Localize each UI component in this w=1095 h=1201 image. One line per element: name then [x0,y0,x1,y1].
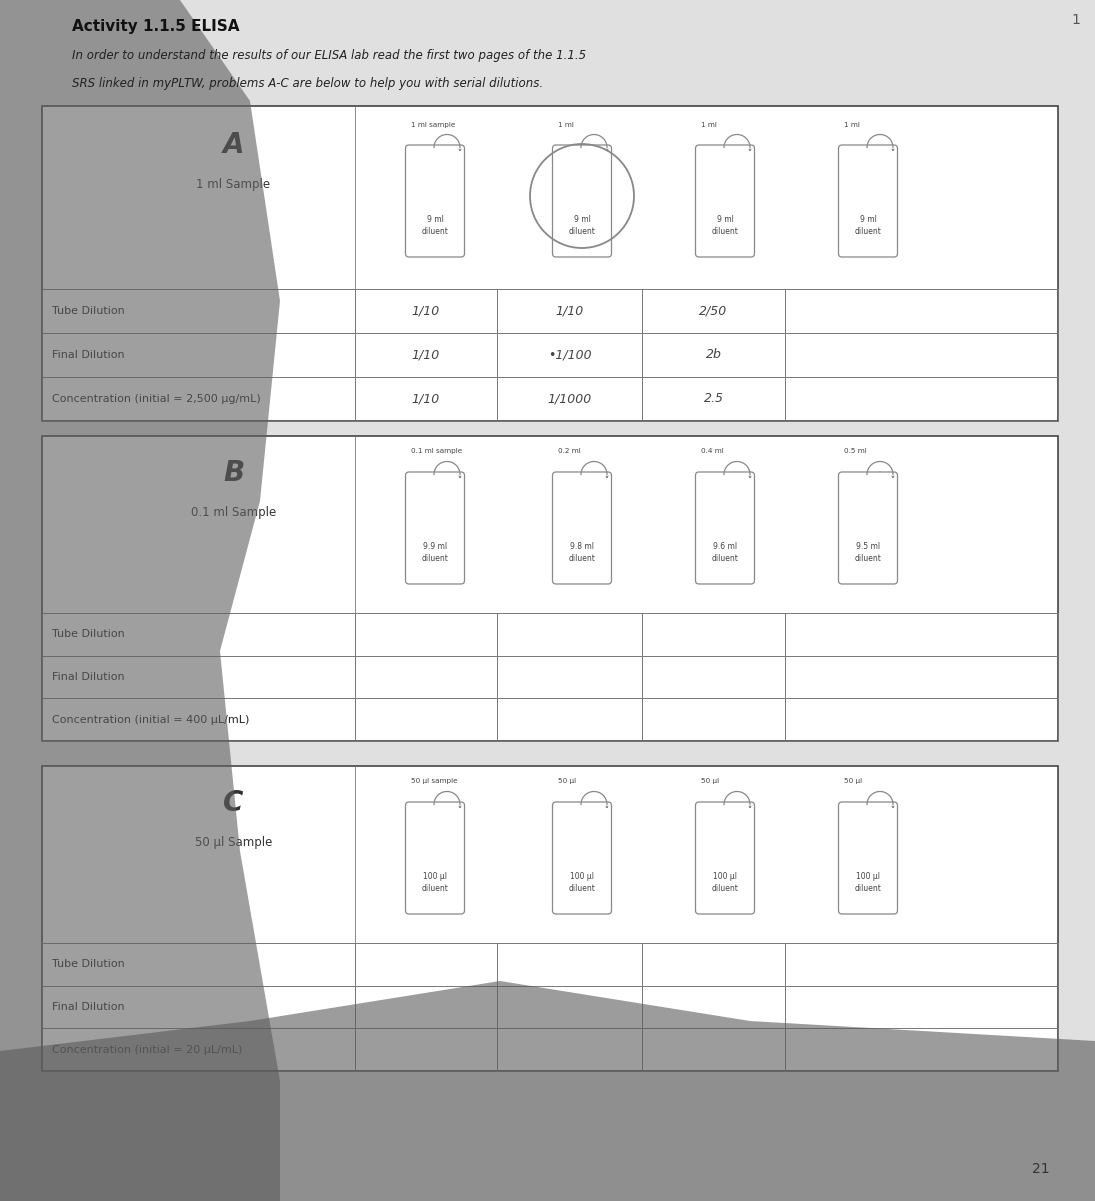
Text: Tube Dilution: Tube Dilution [51,960,125,969]
Text: 50 μl: 50 μl [844,778,862,784]
Text: 1 ml: 1 ml [701,121,717,127]
FancyBboxPatch shape [695,802,754,914]
Bar [42,766,1058,1071]
FancyBboxPatch shape [405,145,464,257]
Text: 50 μl: 50 μl [558,778,576,784]
Bar [42,436,1058,741]
Text: 1: 1 [1071,13,1080,26]
Text: 0.5 ml: 0.5 ml [844,448,867,454]
Text: 100 μl
diluent: 100 μl diluent [854,872,881,892]
Text: 1/10: 1/10 [555,304,584,317]
Text: A: A [222,131,244,159]
Text: 21: 21 [1033,1163,1050,1176]
Polygon shape [0,981,1095,1201]
Text: Activity 1.1.5 ELISA: Activity 1.1.5 ELISA [72,19,240,34]
Text: SRS linked in myPLTW, problems A-C are below to help you with serial dilutions.: SRS linked in myPLTW, problems A-C are b… [72,77,543,90]
Text: 0.2 ml: 0.2 ml [558,448,580,454]
Text: 9.8 ml
diluent: 9.8 ml diluent [568,543,596,562]
Text: 2.5: 2.5 [703,393,724,406]
Text: 50 μl: 50 μl [701,778,719,784]
FancyBboxPatch shape [839,802,898,914]
Text: 9.6 ml
diluent: 9.6 ml diluent [712,543,738,562]
Text: 9 ml
diluent: 9 ml diluent [568,215,596,235]
Text: Concentration (initial = 400 μL/mL): Concentration (initial = 400 μL/mL) [51,715,250,724]
Text: 9.9 ml
diluent: 9.9 ml diluent [422,543,449,562]
Text: 1 ml sample: 1 ml sample [411,121,456,127]
FancyBboxPatch shape [553,472,611,584]
Text: 1 ml: 1 ml [844,121,860,127]
Text: 50 μl Sample: 50 μl Sample [195,836,273,849]
Text: 50 μl sample: 50 μl sample [411,778,458,784]
Text: 0.1 ml Sample: 0.1 ml Sample [191,507,276,519]
Text: 2/50: 2/50 [700,304,727,317]
Polygon shape [0,0,280,1201]
Text: 9 ml
diluent: 9 ml diluent [854,215,881,235]
Text: Concentration (initial = 2,500 μg/mL): Concentration (initial = 2,500 μg/mL) [51,394,261,404]
Text: 100 μl
diluent: 100 μl diluent [712,872,738,892]
Text: B: B [223,459,244,486]
FancyBboxPatch shape [839,145,898,257]
Text: 100 μl
diluent: 100 μl diluent [422,872,449,892]
Text: 0.4 ml: 0.4 ml [701,448,724,454]
Text: 1/10: 1/10 [412,393,440,406]
FancyBboxPatch shape [405,802,464,914]
Text: 9.5 ml
diluent: 9.5 ml diluent [854,543,881,562]
FancyBboxPatch shape [553,802,611,914]
Text: C: C [223,789,244,817]
Text: In order to understand the results of our ELISA lab read the first two pages of : In order to understand the results of ou… [72,49,586,62]
Text: 0.1 ml sample: 0.1 ml sample [411,448,462,454]
Text: 2b: 2b [705,348,722,362]
Text: 1/10: 1/10 [412,304,440,317]
FancyBboxPatch shape [405,472,464,584]
Text: Final Dilution: Final Dilution [51,1002,125,1012]
Text: 9 ml
diluent: 9 ml diluent [422,215,449,235]
Text: 1 ml Sample: 1 ml Sample [196,179,270,191]
Bar [42,106,1058,422]
Text: 9 ml
diluent: 9 ml diluent [712,215,738,235]
FancyBboxPatch shape [553,145,611,257]
Text: Concentration (initial = 20 μL/mL): Concentration (initial = 20 μL/mL) [51,1045,242,1054]
Text: Tube Dilution: Tube Dilution [51,306,125,316]
Text: Tube Dilution: Tube Dilution [51,629,125,639]
FancyBboxPatch shape [839,472,898,584]
Text: Final Dilution: Final Dilution [51,671,125,682]
Text: 1/1000: 1/1000 [548,393,591,406]
Text: 1/10: 1/10 [412,348,440,362]
Text: 1 ml: 1 ml [558,121,574,127]
FancyBboxPatch shape [695,472,754,584]
FancyBboxPatch shape [695,145,754,257]
Text: Final Dilution: Final Dilution [51,349,125,360]
Text: 100 μl
diluent: 100 μl diluent [568,872,596,892]
Text: •1/100: •1/100 [548,348,591,362]
